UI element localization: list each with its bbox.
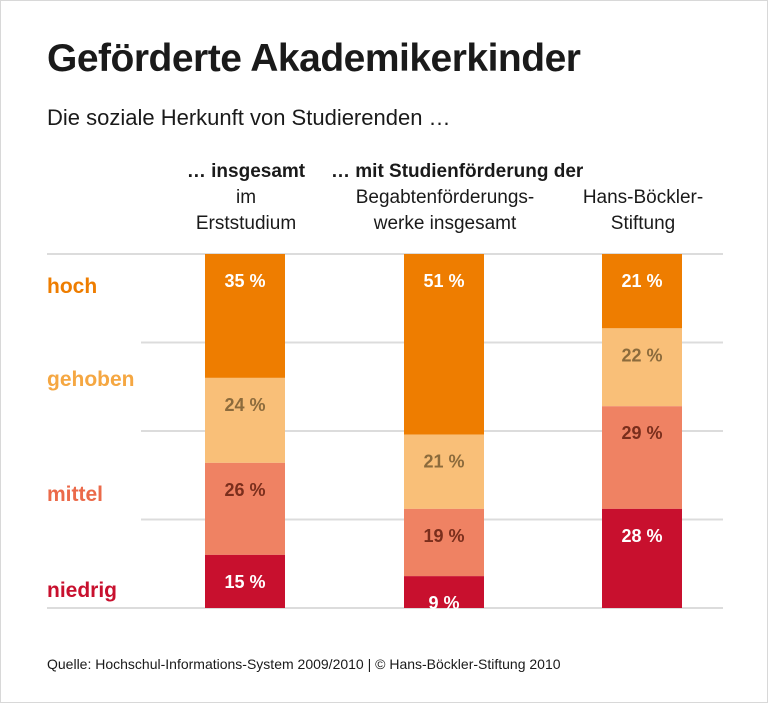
- chart-title: Geförderte Akademikerkinder: [47, 37, 581, 80]
- bar-segment-gehoben: [205, 377, 285, 463]
- series-label-gehoben: gehoben: [47, 368, 135, 391]
- column-header-line: Begabtenförderungs-: [355, 187, 535, 208]
- value-label: 51 %: [423, 271, 464, 291]
- bar-segment-hoch: [404, 254, 484, 435]
- series-label-hoch: hoch: [47, 275, 97, 298]
- column-header-line: Hans-Böckler-: [582, 187, 704, 208]
- value-label: 28 %: [621, 526, 662, 546]
- value-label: 21 %: [621, 271, 662, 291]
- group-header-2: … mit Studienförderung der: [331, 161, 584, 182]
- value-label: 35 %: [224, 271, 265, 291]
- value-label: 21 %: [423, 452, 464, 472]
- column-header-1: im Erststudium: [166, 185, 326, 237]
- value-label: 15 %: [224, 572, 265, 592]
- value-label: 24 %: [224, 395, 265, 415]
- bar-segment-mittel: [205, 462, 285, 555]
- value-label: 26 %: [224, 480, 265, 500]
- bar-segment-niedrig: [602, 508, 682, 608]
- column-header-2: Begabtenförderungs- werke insgesamt: [335, 185, 555, 237]
- group-header-1: … insgesamt: [186, 161, 306, 182]
- value-label: 9 %: [428, 593, 459, 613]
- bar-segment-mittel: [602, 406, 682, 509]
- chart-subtitle: Die soziale Herkunft von Studierenden …: [47, 105, 451, 130]
- column-header-line: Stiftung: [610, 213, 676, 234]
- source-note: Quelle: Hochschul-Informations-System 20…: [47, 656, 561, 672]
- bar-segment-niedrig: [205, 554, 285, 608]
- column-header-line: werke insgesamt: [373, 213, 517, 234]
- value-label: 29 %: [621, 423, 662, 443]
- column-header-line: Erststudium: [195, 213, 297, 234]
- value-label: 22 %: [621, 345, 662, 365]
- bar-segment-gehoben: [602, 328, 682, 407]
- bar-segment-mittel: [404, 508, 484, 577]
- bar-segment-gehoben: [404, 434, 484, 509]
- value-label: 19 %: [423, 526, 464, 546]
- column-header-3: Hans-Böckler- Stiftung: [563, 185, 723, 237]
- series-label-mittel: mittel: [47, 483, 103, 506]
- column-header-line: im: [235, 187, 257, 208]
- bar-segment-hoch: [205, 254, 285, 378]
- bar-segment-niedrig: [404, 576, 484, 608]
- bar-segment-hoch: [602, 254, 682, 329]
- series-label-niedrig: niedrig: [47, 579, 117, 602]
